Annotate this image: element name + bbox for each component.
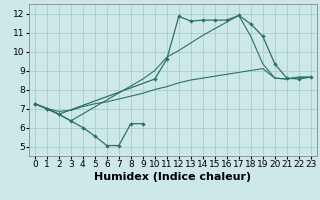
X-axis label: Humidex (Indice chaleur): Humidex (Indice chaleur) [94, 172, 252, 182]
